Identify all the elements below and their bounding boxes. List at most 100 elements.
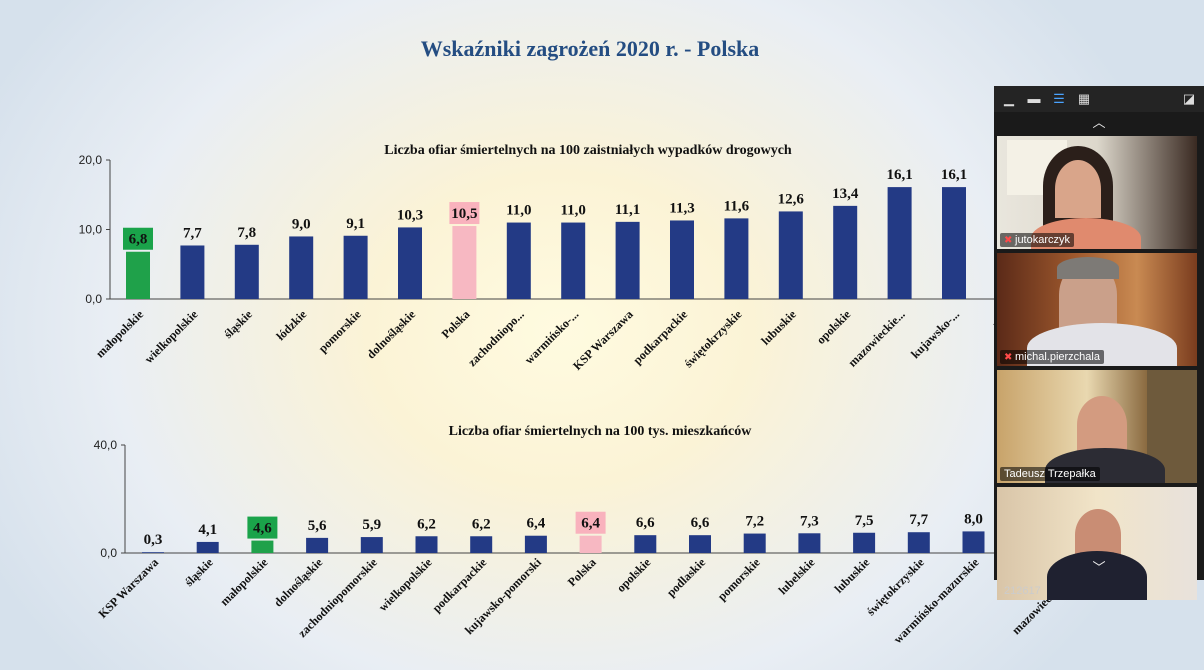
bar [853, 532, 876, 553]
chart1-title: Liczba ofiar śmiertelnych na 100 zaistni… [384, 143, 792, 158]
minimize-icon[interactable]: ▁ [1004, 91, 1014, 106]
category-label: Polska [439, 307, 473, 341]
participant-name: ✖ jutokarczyk [1000, 233, 1075, 247]
bar-value-label: 6,6 [636, 515, 655, 531]
bar [634, 535, 657, 553]
bar [126, 251, 150, 299]
bar [743, 533, 766, 553]
bar [798, 533, 821, 553]
highlight-label-box [449, 202, 480, 225]
muted-mic-icon: ✖ [1004, 352, 1013, 363]
hide-video-icon[interactable]: ▬ [1027, 91, 1041, 106]
muted-mic-icon: ✖ [1004, 235, 1013, 246]
participant-tile[interactable]: 212617 [997, 487, 1197, 600]
y-tick-label: 20,0 [79, 153, 103, 167]
category-label: małopolskie [217, 555, 271, 609]
bar-value-label: 6,2 [417, 516, 436, 532]
y-tick-label: 40,0 [94, 438, 118, 452]
bar [689, 535, 711, 553]
bar [360, 537, 383, 553]
scroll-up-icon[interactable]: ︿ [1092, 115, 1106, 130]
participant-name: Tadeusz Trzepałka [1000, 467, 1100, 481]
bar-value-label: 0,3 [144, 532, 163, 548]
bar-value-label: 11,3 [669, 200, 694, 216]
bar-value-label: 8,0 [964, 511, 983, 527]
gallery-view-icon[interactable]: ▦ [1077, 91, 1091, 106]
bar [524, 535, 547, 553]
participant-name: ✖ michal.pierzchala [1000, 350, 1104, 364]
bar-value-label: 16,1 [941, 167, 967, 183]
category-label: pomorskie [715, 555, 764, 604]
bar [415, 536, 438, 553]
bar-value-label: 9,1 [346, 216, 365, 232]
bar-value-label: 5,9 [362, 517, 381, 533]
bar-value-label: 7,8 [237, 225, 256, 241]
category-label: opolskie [814, 307, 854, 347]
category-label: pomorskie [316, 307, 365, 356]
bar [142, 552, 164, 553]
bar [670, 220, 694, 299]
bar-value-label: 7,3 [800, 513, 819, 529]
bar-value-label: 6,6 [691, 515, 710, 531]
bar-value-label: 11,6 [724, 198, 750, 214]
bar-value-label: 11,1 [615, 202, 640, 218]
bar-value-label: 12,6 [778, 191, 805, 207]
category-label: KSP Warszawa [96, 555, 162, 621]
bar-value-label: 10,3 [397, 207, 423, 223]
bar [251, 540, 274, 553]
category-label: wielkopolskie [142, 307, 201, 366]
category-label: dolnośląskie [364, 307, 419, 362]
speaker-view-icon[interactable]: ☰ [1053, 91, 1065, 106]
bar [579, 535, 602, 553]
participant-tile[interactable]: Tadeusz Trzepałka [997, 370, 1197, 483]
bar-value-label: 7,7 [183, 225, 202, 241]
zoom-toolbar: ▁ ▬ ☰ ▦ ◪ [994, 86, 1204, 112]
participant-name: 212617 [1004, 585, 1041, 597]
category-label: podkarpackie [630, 307, 690, 367]
category-label: podlaskie [664, 555, 709, 600]
category-label: Polska [565, 555, 599, 589]
category-label: warmińsko-... [522, 307, 582, 367]
bar [289, 236, 314, 299]
bar [234, 244, 259, 299]
category-label: małopolskie [93, 307, 147, 361]
exit-fullscreen-icon[interactable]: ◪ [1182, 91, 1196, 106]
bar [561, 222, 586, 299]
participant-face [1077, 396, 1127, 454]
bar [470, 536, 493, 553]
bar [398, 227, 422, 299]
bar-value-label: 11,0 [506, 203, 531, 219]
chart2-title: Liczba ofiar śmiertelnych na 100 tys. mi… [449, 424, 753, 439]
y-tick-label: 0,0 [100, 546, 117, 560]
category-label: lubelskie [776, 555, 818, 597]
zoom-gallery-panel: ▁ ▬ ☰ ▦ ◪ ︿ ✖ jutokarczyk ✖ michal.pierzch… [994, 86, 1204, 600]
category-label: świętokrzyskie [681, 307, 745, 371]
category-label: zachodniopo... [465, 307, 527, 369]
bar-value-label: 6,8 [129, 232, 148, 248]
bar-value-label: 4,1 [198, 522, 217, 538]
category-label: śląskie [182, 555, 216, 589]
bar [907, 532, 930, 553]
slide-title: Wskaźniki zagrożeń 2020 r. - Polska [420, 36, 760, 61]
bar [615, 221, 640, 299]
bar [724, 218, 749, 299]
scroll-down-icon[interactable]: ﹀ [1092, 560, 1106, 575]
bar [196, 541, 219, 553]
bar [778, 211, 803, 299]
bar-value-label: 11,0 [560, 203, 585, 219]
participant-tile[interactable]: ✖ michal.pierzchala [997, 253, 1197, 366]
chart-population-fatality: Liczba ofiar śmiertelnych na 100 tys. mi… [94, 424, 1092, 646]
category-label: śląskie [221, 307, 255, 341]
category-label: mazowieckie... [845, 307, 907, 369]
participant-face [1055, 160, 1101, 218]
bar-value-label: 16,1 [886, 167, 912, 183]
bar-value-label: 7,7 [909, 512, 928, 528]
bar-value-label: 6,4 [527, 516, 546, 532]
highlight-label-box [123, 227, 153, 250]
y-tick-label: 0,0 [85, 292, 102, 306]
bar [942, 187, 966, 299]
participant-tile[interactable]: ✖ jutokarczyk [997, 136, 1197, 249]
category-label: opolskie [614, 555, 654, 595]
bar [452, 226, 477, 299]
